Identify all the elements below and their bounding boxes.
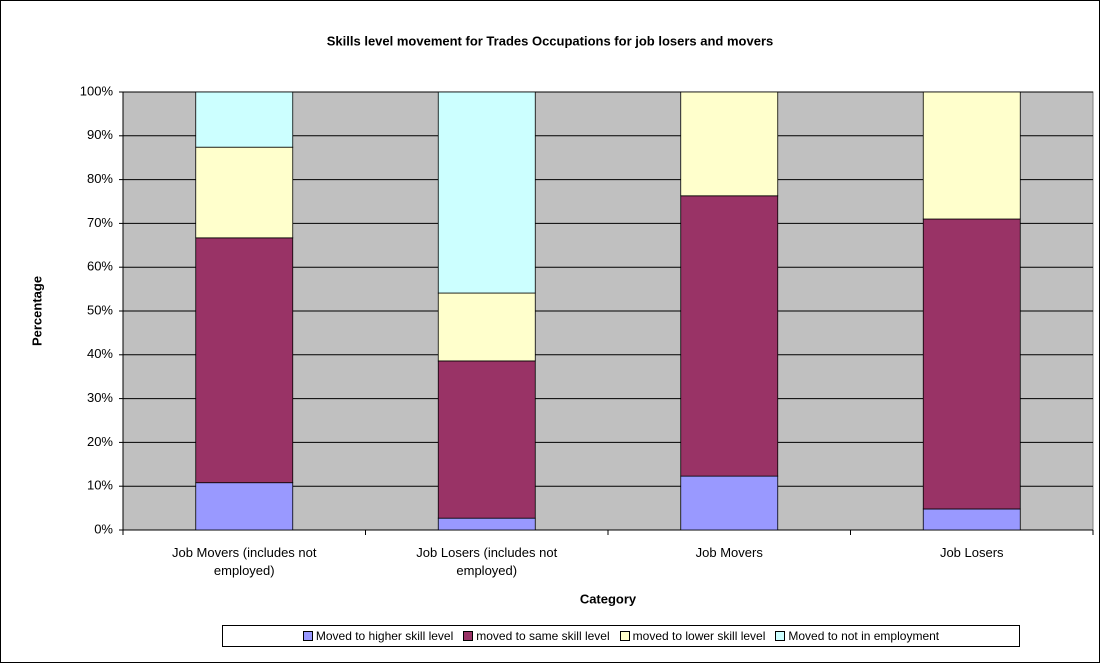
- x-tick-label: Job Movers: [695, 545, 763, 560]
- legend-swatch: [775, 631, 786, 641]
- legend-label: moved to lower skill level: [632, 629, 766, 643]
- legend-label: Moved to not in employment: [788, 629, 940, 643]
- legend-item: moved to lower skill level: [619, 629, 766, 643]
- x-tick-label: Job Losers (includes not employed): [416, 545, 558, 578]
- legend: Moved to higher skill level moved to same…: [222, 625, 1020, 647]
- bar-segment: [195, 482, 294, 531]
- legend-item: moved to same skill level: [463, 629, 610, 643]
- bar-segment: [195, 237, 294, 484]
- y-tick-label: 10%: [87, 478, 113, 493]
- bar-segment: [922, 508, 1021, 531]
- y-tick-label: 50%: [87, 302, 113, 317]
- y-tick-label: 80%: [87, 171, 113, 186]
- legend-swatch: [302, 631, 313, 641]
- y-tick-label: 30%: [87, 390, 113, 405]
- bar-segment: [680, 475, 779, 531]
- bar-segment: [437, 517, 536, 531]
- y-tick-label: 90%: [87, 127, 113, 142]
- legend-label: Moved to higher skill level: [315, 629, 454, 643]
- bar-segment: [437, 292, 536, 362]
- chart-title: Skills level movement for Trades Occupat…: [327, 33, 773, 48]
- y-tick-label: 100%: [80, 83, 114, 98]
- y-tick-label: 20%: [87, 434, 113, 449]
- bar-segment: [437, 360, 536, 519]
- bar-segment: [437, 91, 536, 294]
- y-tick-label: 40%: [87, 346, 113, 361]
- bar-segment: [680, 91, 779, 197]
- y-axis-label: Percentage: [29, 276, 44, 346]
- x-tick-label: Job Movers (includes not employed): [171, 545, 317, 578]
- legend-item: Moved to not in employment: [775, 629, 939, 643]
- y-tick-label: 60%: [87, 259, 113, 274]
- legend-label: moved to same skill level: [476, 629, 610, 643]
- bar-segment: [922, 218, 1021, 510]
- legend-swatch: [463, 631, 474, 641]
- y-tick-label: 0%: [94, 521, 113, 536]
- x-tick-label: Job Losers: [939, 545, 1004, 560]
- bar-segment: [195, 91, 294, 148]
- legend-swatch: [619, 631, 630, 641]
- bar-segment: [922, 91, 1021, 220]
- legend-item: Moved to higher skill level: [302, 629, 454, 643]
- bar-segment: [680, 195, 779, 477]
- x-axis-label: Category: [580, 591, 637, 606]
- y-tick-label: 70%: [87, 215, 113, 230]
- bar-segment: [195, 146, 294, 239]
